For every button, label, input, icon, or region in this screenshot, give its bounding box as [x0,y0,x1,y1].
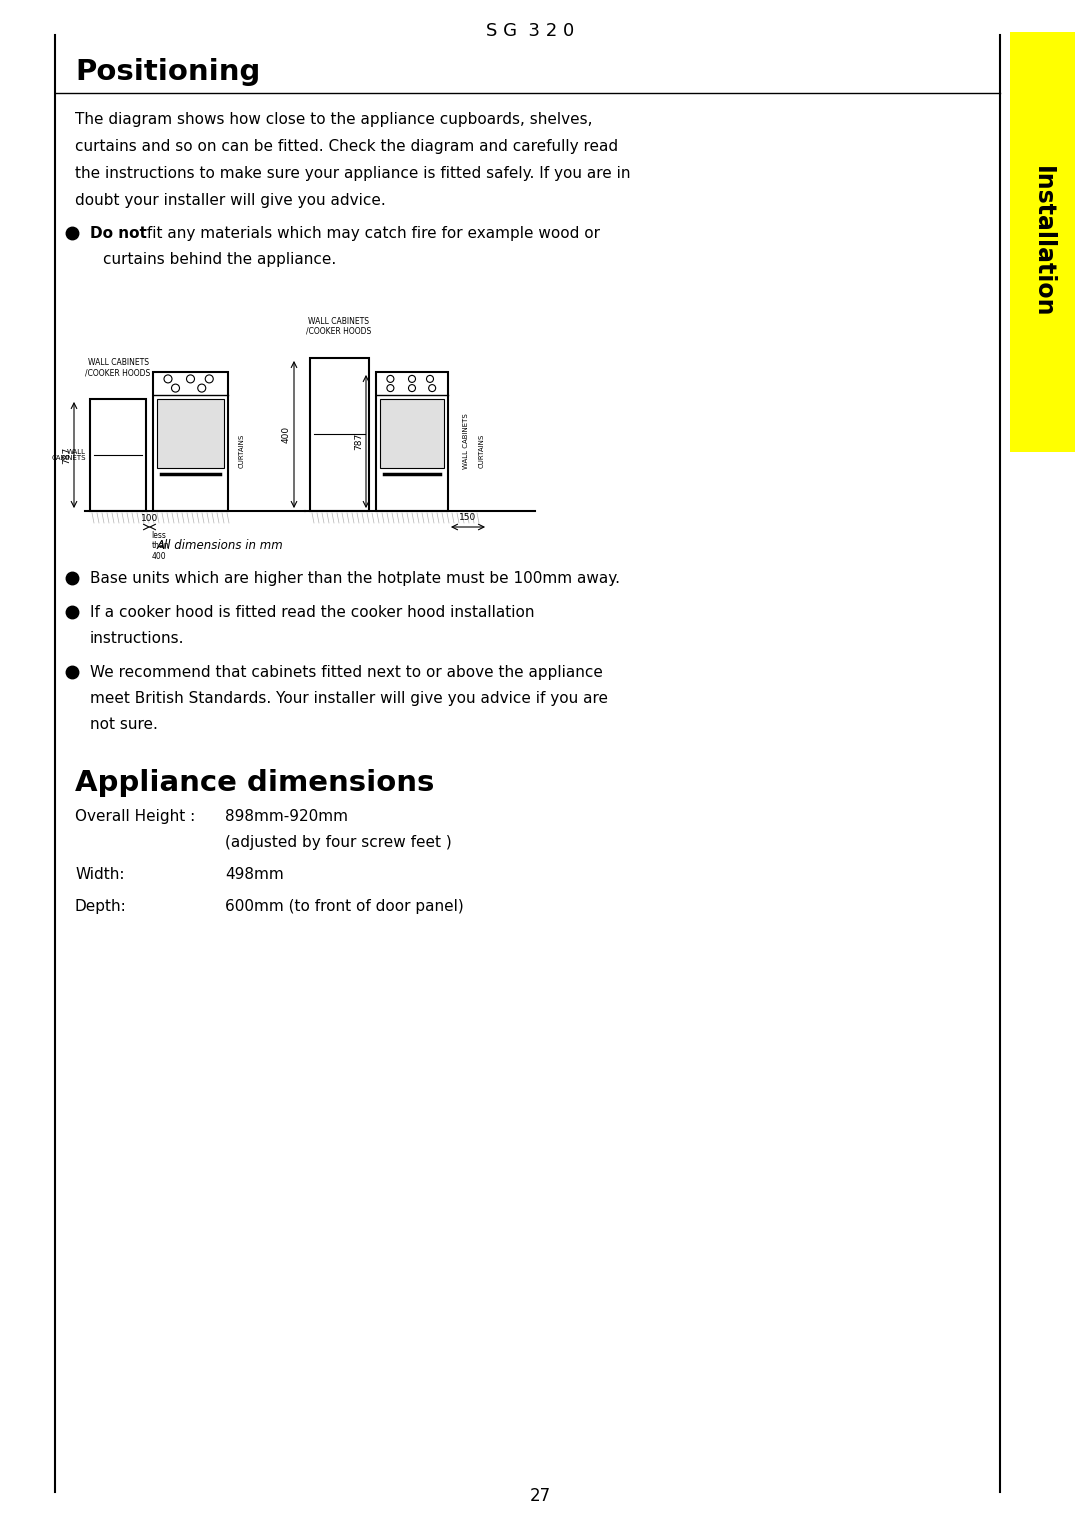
Bar [90,399,146,510]
Text: fit any materials which may catch fire for example wood or: fit any materials which may catch fire f… [141,226,600,241]
Text: curtains and so on can be fitted. Check the diagram and carefully read: curtains and so on can be fitted. Check … [75,139,618,154]
Bar [153,371,228,510]
Text: (adjusted by four screw feet ): (adjusted by four screw feet ) [225,834,451,850]
Text: Overall Height :: Overall Height : [75,808,195,824]
Text: 150: 150 [459,513,476,523]
Text: doubt your installer will give you advice.: doubt your installer will give you advic… [75,193,386,208]
Text: Installation: Installation [1030,167,1054,318]
Bar [157,399,224,468]
Text: Base units which are higher than the hotplate must be 100mm away.: Base units which are higher than the hot… [90,571,620,587]
Text: less
than
400: less than 400 [151,532,170,561]
Text: 787: 787 [62,446,71,463]
Text: 400: 400 [282,426,291,443]
Text: WALL
CABINETS: WALL CABINETS [52,449,86,461]
Text: The diagram shows how close to the appliance cupboards, shelves,: The diagram shows how close to the appli… [75,112,593,127]
Text: 100: 100 [140,513,158,523]
Text: the instructions to make sure your appliance is fitted safely. If you are in: the instructions to make sure your appli… [75,167,631,180]
Text: Appliance dimensions: Appliance dimensions [75,769,434,798]
Bar [376,371,448,510]
Text: CURTAINS: CURTAINS [480,434,485,468]
Text: curtains behind the appliance.: curtains behind the appliance. [103,252,336,267]
Text: not sure.: not sure. [90,717,158,732]
Text: If a cooker hood is fitted read the cooker hood installation: If a cooker hood is fitted read the cook… [90,605,535,620]
Text: 27: 27 [529,1487,551,1505]
Text: 898mm-920mm: 898mm-920mm [225,808,348,824]
Text: Positioning: Positioning [75,58,260,86]
Text: WALL CABINETS
/COOKER HOODS: WALL CABINETS /COOKER HOODS [307,316,372,336]
Text: Width:: Width: [75,866,124,882]
Text: meet British Standards. Your installer will give you advice if you are: meet British Standards. Your installer w… [90,691,608,706]
Text: CURTAINS: CURTAINS [239,434,245,468]
Text: All dimensions in mm: All dimensions in mm [157,539,283,552]
Bar [380,399,444,468]
Text: 498mm: 498mm [225,866,284,882]
Text: 600mm (to front of door panel): 600mm (to front of door panel) [225,898,463,914]
Text: We recommend that cabinets fitted next to or above the appliance: We recommend that cabinets fitted next t… [90,665,603,680]
Text: instructions.: instructions. [90,631,185,646]
Text: Depth:: Depth: [75,898,126,914]
Bar [1010,32,1075,452]
Text: S G  3 2 0: S G 3 2 0 [486,21,575,40]
Text: 787: 787 [354,432,363,451]
Bar [310,358,369,510]
Text: WALL CABINETS: WALL CABINETS [463,413,469,469]
Text: Do not: Do not [90,226,147,241]
Text: WALL CABINETS
/COOKER HOODS: WALL CABINETS /COOKER HOODS [85,358,150,377]
